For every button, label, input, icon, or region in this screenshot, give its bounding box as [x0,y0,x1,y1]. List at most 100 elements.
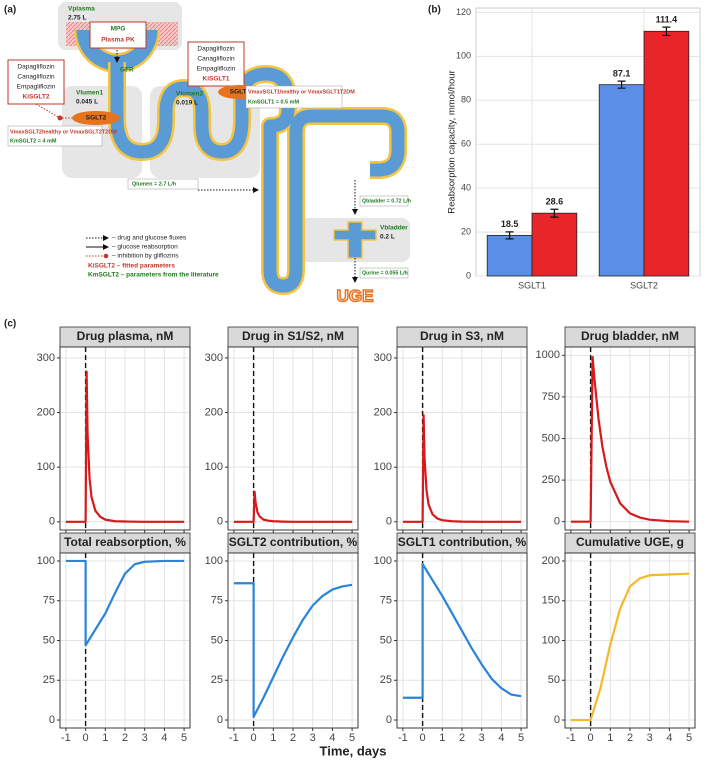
diagram: MPG Plasma PK Vplasma 2.75 L GFR Dapagli… [7,2,411,306]
plot-border [227,346,359,531]
y-tick-label: 50 [548,674,560,686]
x-tick-label: SGLT2 [630,280,658,290]
panel-title: SGLT1 contribution, % [398,535,527,549]
plot-border [396,552,528,729]
volume-value: 0.2 L [380,234,395,241]
y-tick-label: 50 [380,634,392,646]
data-label: 28.6 [546,197,564,207]
x-tick-label: -1 [398,732,408,744]
bar [598,84,645,277]
plot-border [227,552,359,729]
x-tick-label: 1 [270,732,276,744]
x-tick-label: 2 [290,732,296,744]
y-tick-label: 100 [374,555,392,567]
line-series [65,370,185,523]
inhibitor-name: Empagliflozin [197,66,236,73]
y-tick-label: 150 [542,595,560,607]
x-tick-label: 2 [122,732,128,744]
x-tick-label: 5 [349,732,355,744]
y-tick-label: 0 [386,714,392,726]
volume-label: Vbladder [380,225,408,232]
volume-label: Vplasma [68,6,95,13]
sglt1-label: SGLT1 [230,89,251,96]
y-tick-label: 75 [380,595,392,607]
km-label: KmSGLT2 = 4 mM [10,138,57,144]
vmax-label: VmaxSGLT1healthy or VmaxSGLT1T2DM [248,89,355,95]
data-label: 18.5 [501,219,519,229]
plot-border [564,552,696,729]
y-tick-label: 200 [37,406,55,418]
line-series [402,414,522,523]
x-axis-title: Time, days [320,743,387,758]
param-box [7,125,103,147]
y-tick-label: 0 [554,516,560,528]
y-tick-label: 100 [542,634,560,646]
inhibition-dot [57,115,63,121]
y-tick-label: 500 [542,432,560,444]
inhibitor-name: Canagliflozin [197,56,235,63]
y-tick-label: 300 [374,352,392,364]
param-box [359,195,409,207]
uge-label: UGE [337,286,374,305]
line-series [570,355,690,523]
y-tick-label: 100 [37,461,55,473]
y-tick-label: 50 [43,634,55,646]
panel-label: (b) [428,5,441,16]
plot-border [59,346,191,531]
volume-label: Vlumen2 [176,91,203,98]
y-tick-label: 0 [466,270,471,280]
y-tick-label: 0 [217,714,223,726]
x-tick-label: 1 [607,732,613,744]
panel-title: SGLT2 contribution, % [229,535,358,549]
y-tick-label: 1000 [536,349,560,361]
panel-label: (a) [4,5,16,16]
y-tick-label: 750 [542,391,560,403]
flow-label: Qurine = 0.055 L/h [362,270,408,276]
y-axis-title: Reabsorption capacity, mmol/hour [447,70,458,213]
inhibitor-name: Canagliflozin [17,74,55,81]
y-tick-label: 60 [461,139,471,149]
data-label: 111.4 [656,14,678,24]
panel-title: Drug plasma, nM [77,329,174,343]
y-tick-label: 75 [43,595,55,607]
inhibitor-name: Dapagliflozin [197,46,235,53]
plot-border [564,346,696,531]
bar [643,30,690,277]
x-tick-label: 0 [588,732,594,744]
legend-symbol [103,253,109,259]
flow-label: Qlumen = 2.7 L/h [132,181,177,187]
x-tick-label: 5 [518,732,524,744]
plot-border [59,552,191,729]
x-tick-label: 2 [459,732,465,744]
line-series [570,572,690,722]
y-tick-label: 0 [554,714,560,726]
y-tick-label: 0 [386,516,392,528]
pk-box [89,21,147,49]
x-tick-label: 1 [439,732,445,744]
y-tick-label: 200 [205,406,223,418]
volume-value: 0.045 L [76,99,98,106]
error-bar [505,231,514,240]
legend-text: – inhibition by gliflozins [112,253,179,260]
volume-value: 0.019 L [176,100,198,107]
ki-label: KiSGLT2 [23,94,50,101]
x-tick-label: 2 [627,732,633,744]
param-box [359,267,409,279]
x-tick-label: 3 [479,732,485,744]
ki-label: KiSGLT1 [203,76,230,83]
y-tick-label: 300 [205,352,223,364]
y-tick-label: 40 [461,183,471,193]
x-tick-label: 5 [686,732,692,744]
error-bar [617,80,626,89]
x-tick-label: 4 [329,732,335,744]
bar [531,212,578,277]
y-tick-label: 0 [49,516,55,528]
data-label: 87.1 [613,69,631,79]
line-series [402,563,522,699]
line-series [65,559,185,647]
legend-text: KmSGLT2 – parameters from the literature [88,272,219,279]
x-tick-label: -1 [61,732,71,744]
mpg-label: MPG [111,26,126,33]
sglt2-label: SGLT2 [86,115,107,122]
